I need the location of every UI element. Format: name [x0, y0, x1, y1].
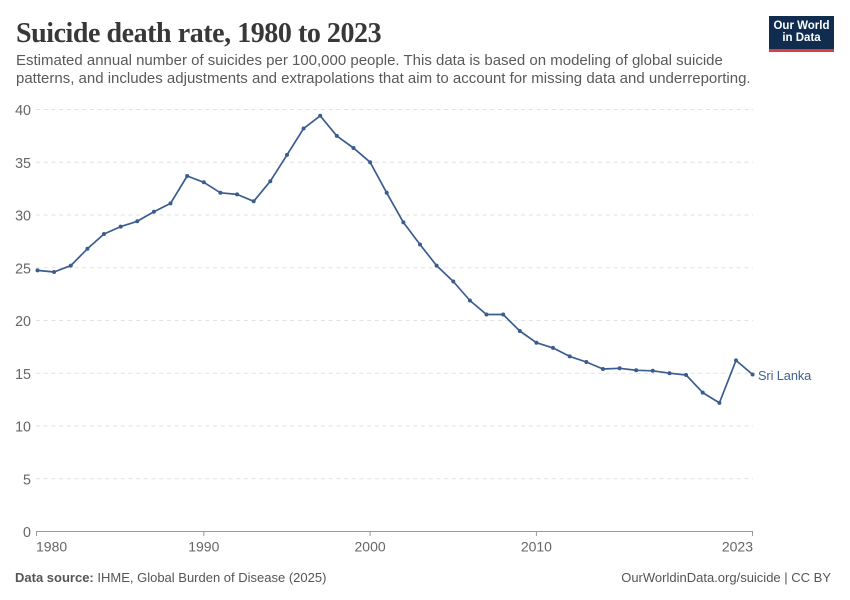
svg-text:30: 30	[15, 209, 31, 225]
svg-text:1990: 1990	[188, 539, 219, 555]
svg-text:20: 20	[15, 314, 31, 330]
svg-text:5: 5	[23, 472, 31, 488]
svg-text:1980: 1980	[36, 539, 67, 555]
svg-text:10: 10	[15, 420, 31, 436]
svg-text:15: 15	[15, 367, 31, 383]
svg-text:2010: 2010	[521, 539, 552, 555]
svg-text:0: 0	[23, 525, 31, 541]
svg-text:2023: 2023	[722, 539, 753, 555]
svg-text:2000: 2000	[355, 539, 386, 555]
svg-text:35: 35	[15, 156, 31, 172]
svg-text:25: 25	[15, 261, 31, 277]
svg-text:Sri Lanka: Sri Lanka	[758, 368, 812, 383]
svg-text:40: 40	[15, 103, 31, 119]
